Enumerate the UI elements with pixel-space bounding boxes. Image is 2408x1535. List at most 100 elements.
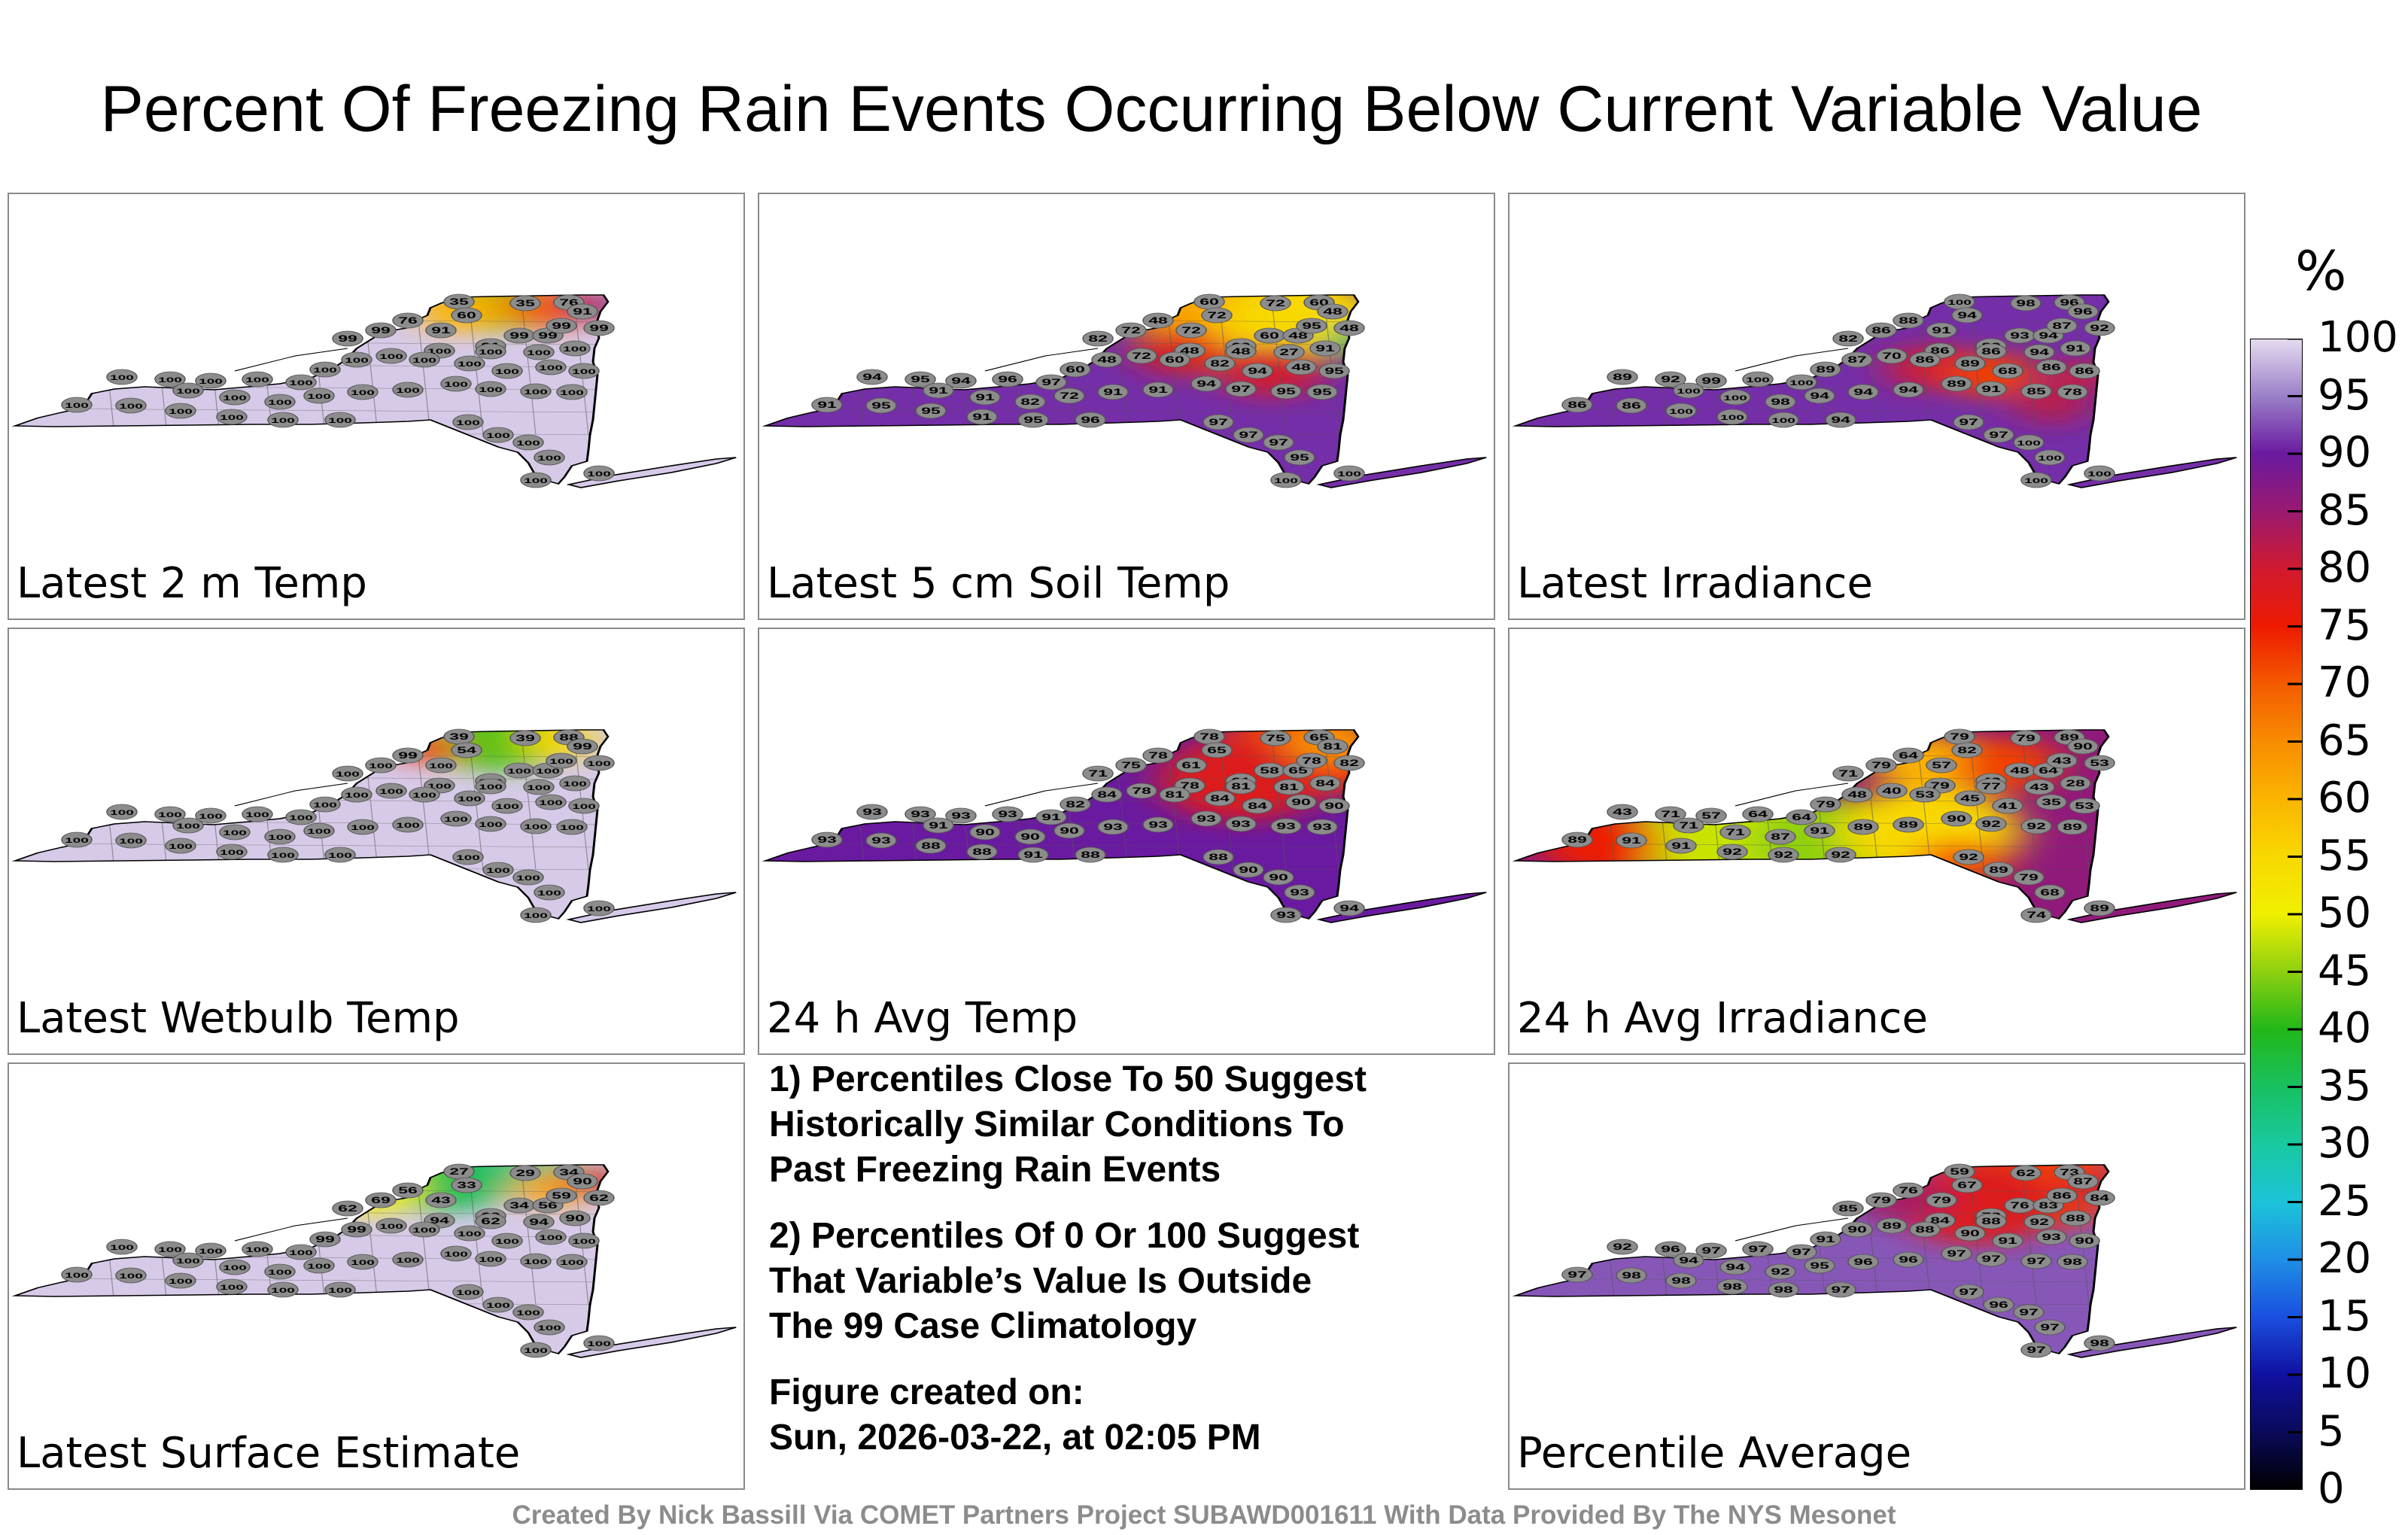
station-value: 95: [1023, 415, 1043, 425]
station-marker: 87: [1841, 351, 1873, 368]
station-marker: 48: [1285, 359, 1317, 375]
station-value: 100: [1720, 414, 1744, 422]
station-marker: 71: [1719, 824, 1751, 840]
lake-shoreline: [984, 348, 1099, 372]
station-marker: 94: [523, 1214, 555, 1230]
station-marker: 60: [1193, 293, 1225, 310]
station-value: 94: [951, 376, 971, 386]
station-value: 100: [537, 889, 561, 898]
station-value: 100: [429, 762, 453, 771]
station-value: 100: [169, 1278, 193, 1286]
station-marker: 85: [1832, 1200, 1864, 1217]
station-marker: 100: [61, 397, 93, 413]
station-value: 94: [2029, 348, 2050, 357]
station-marker: 91: [1810, 1231, 1841, 1248]
station-value: 94: [2039, 331, 2059, 341]
station-value: 100: [1789, 379, 1814, 388]
station-marker: 100: [285, 374, 317, 391]
station-value: 100: [427, 783, 451, 791]
station-marker: 100: [1742, 371, 1774, 388]
station-value: 78: [1148, 751, 1168, 761]
panel-label: 24 h Avg Irradiance: [1517, 994, 1928, 1043]
station-value: 79: [1930, 781, 1950, 791]
station-value: 97: [1567, 1270, 1587, 1280]
station-marker: 96: [1075, 412, 1106, 428]
colorbar-tick-label: 10: [2318, 1349, 2372, 1398]
station-marker: 99: [546, 318, 577, 334]
station-value: 89: [2090, 904, 2109, 913]
station-value: 86: [1930, 346, 1950, 356]
station-marker: 100: [154, 806, 186, 822]
station-value: 100: [444, 816, 468, 824]
station-marker: 88: [1975, 1213, 2007, 1230]
station-marker: 100: [535, 1229, 567, 1245]
station-marker: 100: [1768, 412, 1799, 428]
station-marker: 100: [475, 1251, 506, 1267]
map-panel-latest-wetbulb-temp: 39 39 88 99 54 99 100 100 100 100 100 100 100 100 100 1…: [8, 628, 745, 1055]
station-marker: 70: [1876, 348, 1908, 364]
station-value: 81: [1165, 790, 1184, 800]
station-marker: 78: [1126, 783, 1157, 799]
station-marker: 91: [1992, 1233, 2023, 1249]
station-value: 45: [1960, 794, 1980, 804]
station-value: 93: [1290, 888, 1309, 898]
station-marker: 92: [1975, 816, 2007, 832]
station-marker: 100: [172, 1252, 204, 1269]
station-marker: 100: [409, 1221, 440, 1238]
colorbar-tick-label: 0: [2318, 1464, 2345, 1513]
station-value: 100: [458, 1230, 482, 1239]
station-value: 43: [431, 1196, 451, 1205]
map-panel-percentile-average: 5962738767767976838684788579848892889190…: [1508, 1062, 2245, 1490]
station-value: 97: [1209, 418, 1228, 427]
long-island-outline: [566, 457, 737, 488]
station-marker: 100: [242, 806, 273, 822]
station-value: 89: [2063, 822, 2082, 832]
station-marker: 100: [309, 361, 341, 378]
map-panel-24h-avg-temp: 7875658165786158657882617175788181848284…: [758, 628, 1495, 1055]
station-value: 100: [169, 843, 193, 851]
note-2-line: That Variable’s Value Is Outside: [769, 1261, 1312, 1301]
colorbar-tick-label: 45: [2318, 946, 2372, 995]
station-marker: 100: [475, 343, 506, 360]
station-value: 97: [1947, 1249, 1966, 1259]
station-value: 99: [1701, 376, 1721, 386]
station-marker: 99: [583, 320, 615, 336]
station-value: 88: [1209, 853, 1228, 862]
station-marker: 93: [1190, 810, 1222, 827]
station-marker: 100: [392, 1251, 424, 1268]
station-value: 91: [573, 307, 592, 317]
station-value: 100: [379, 788, 403, 796]
station-marker: 100: [264, 1263, 296, 1280]
station-value: 100: [572, 368, 596, 376]
station-value: 100: [345, 357, 369, 365]
station-value: 48: [1097, 355, 1117, 365]
station-marker: 100: [512, 434, 544, 451]
station-value: 100: [539, 364, 563, 372]
station-value: 85: [1838, 1204, 1858, 1214]
station-value: 100: [158, 811, 182, 819]
station-marker: 90: [559, 1210, 591, 1226]
station-marker: 62: [583, 1190, 615, 1206]
station-marker: 84: [1204, 790, 1236, 807]
station-marker: 35: [443, 293, 475, 310]
station-marker: 84: [1242, 798, 1273, 814]
lake-shoreline: [1735, 348, 1849, 372]
colorbar-tick-label: 100: [2318, 313, 2398, 362]
station-value: 94: [1831, 415, 1851, 425]
station-value: 74: [2026, 910, 2047, 920]
station-value: 99: [315, 1235, 335, 1245]
station-marker: 91: [923, 817, 954, 834]
station-marker: 100: [242, 371, 273, 388]
station-marker: 89: [1561, 831, 1593, 848]
colorbar-tick-label: 55: [2318, 831, 2372, 880]
station-marker: 79: [2010, 730, 2042, 746]
long-island-outline: [1316, 457, 1487, 488]
station-marker: 89: [2057, 819, 2088, 835]
station-value: 89: [2060, 733, 2079, 743]
station-value: 100: [245, 811, 269, 819]
station-marker: 89: [1954, 355, 1986, 372]
station-value: 91: [1103, 388, 1123, 397]
station-value: 93: [998, 810, 1017, 819]
station-marker: 97: [1035, 374, 1067, 391]
station-marker: 100: [520, 383, 552, 400]
